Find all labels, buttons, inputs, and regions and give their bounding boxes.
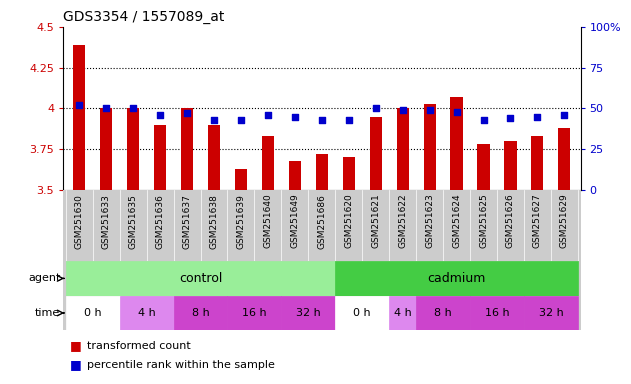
Bar: [343, 157, 355, 190]
Text: GSM251630: GSM251630: [74, 194, 84, 248]
Bar: [127, 109, 139, 190]
Text: agent: agent: [28, 273, 61, 283]
Text: 4 h: 4 h: [394, 308, 411, 318]
Bar: [504, 141, 517, 190]
Text: GSM251622: GSM251622: [398, 194, 407, 248]
Text: 32 h: 32 h: [538, 308, 563, 318]
Bar: [389, 296, 416, 330]
Text: 0 h: 0 h: [353, 308, 371, 318]
Text: GSM251686: GSM251686: [317, 194, 326, 248]
Point: [128, 105, 138, 111]
Bar: [262, 136, 274, 190]
Bar: [470, 296, 524, 330]
Bar: [289, 161, 301, 190]
Text: GSM251637: GSM251637: [182, 194, 192, 248]
Bar: [120, 296, 174, 330]
Bar: [423, 104, 435, 190]
Text: GSM251636: GSM251636: [156, 194, 165, 248]
Text: GSM251620: GSM251620: [345, 194, 353, 248]
Point: [505, 115, 516, 121]
Text: GSM251623: GSM251623: [425, 194, 434, 248]
Text: 0 h: 0 h: [84, 308, 102, 318]
Bar: [451, 97, 463, 190]
Text: GSM251638: GSM251638: [209, 194, 218, 248]
Point: [74, 102, 85, 108]
Text: 8 h: 8 h: [434, 308, 452, 318]
Bar: [335, 296, 389, 330]
Bar: [228, 296, 281, 330]
Bar: [524, 296, 578, 330]
Bar: [208, 125, 220, 190]
Point: [209, 117, 219, 123]
Point: [344, 117, 354, 123]
Point: [317, 117, 327, 123]
Bar: [558, 128, 570, 190]
Text: GSM251639: GSM251639: [237, 194, 245, 248]
Text: GSM251629: GSM251629: [560, 194, 569, 248]
Point: [155, 112, 165, 118]
Bar: [370, 117, 382, 190]
Text: 4 h: 4 h: [138, 308, 155, 318]
Point: [533, 114, 543, 120]
Bar: [154, 125, 166, 190]
Point: [452, 109, 462, 115]
Bar: [235, 169, 247, 190]
Point: [478, 117, 488, 123]
Point: [236, 117, 246, 123]
Text: control: control: [179, 272, 222, 285]
Bar: [335, 261, 578, 296]
Text: GSM251624: GSM251624: [452, 194, 461, 248]
Bar: [100, 109, 112, 190]
Text: GSM251627: GSM251627: [533, 194, 542, 248]
Point: [370, 105, 380, 111]
Text: 32 h: 32 h: [296, 308, 321, 318]
Text: GSM251649: GSM251649: [290, 194, 299, 248]
Text: 16 h: 16 h: [485, 308, 509, 318]
Text: ■: ■: [69, 358, 81, 371]
Point: [263, 112, 273, 118]
Text: GSM251635: GSM251635: [129, 194, 138, 248]
Bar: [66, 296, 120, 330]
Point: [182, 110, 192, 116]
Point: [398, 107, 408, 113]
Point: [101, 105, 111, 111]
Bar: [478, 144, 490, 190]
Bar: [397, 109, 409, 190]
Text: 8 h: 8 h: [192, 308, 209, 318]
Text: GDS3354 / 1557089_at: GDS3354 / 1557089_at: [63, 10, 225, 25]
Text: GSM251633: GSM251633: [102, 194, 110, 248]
Bar: [281, 296, 335, 330]
Text: transformed count: transformed count: [87, 341, 191, 351]
Point: [425, 107, 435, 113]
Text: cadmium: cadmium: [427, 272, 486, 285]
Bar: [181, 109, 193, 190]
Text: 16 h: 16 h: [242, 308, 267, 318]
Text: GSM251626: GSM251626: [506, 194, 515, 248]
Text: ■: ■: [69, 339, 81, 352]
Text: percentile rank within the sample: percentile rank within the sample: [87, 360, 275, 370]
Point: [559, 112, 569, 118]
Bar: [531, 136, 543, 190]
Bar: [73, 45, 85, 190]
Text: time: time: [35, 308, 61, 318]
Bar: [66, 261, 335, 296]
Bar: [416, 296, 470, 330]
Text: GSM251625: GSM251625: [479, 194, 488, 248]
Bar: [316, 154, 328, 190]
Text: GSM251621: GSM251621: [371, 194, 380, 248]
Bar: [174, 296, 228, 330]
Point: [290, 114, 300, 120]
Text: GSM251640: GSM251640: [263, 194, 273, 248]
